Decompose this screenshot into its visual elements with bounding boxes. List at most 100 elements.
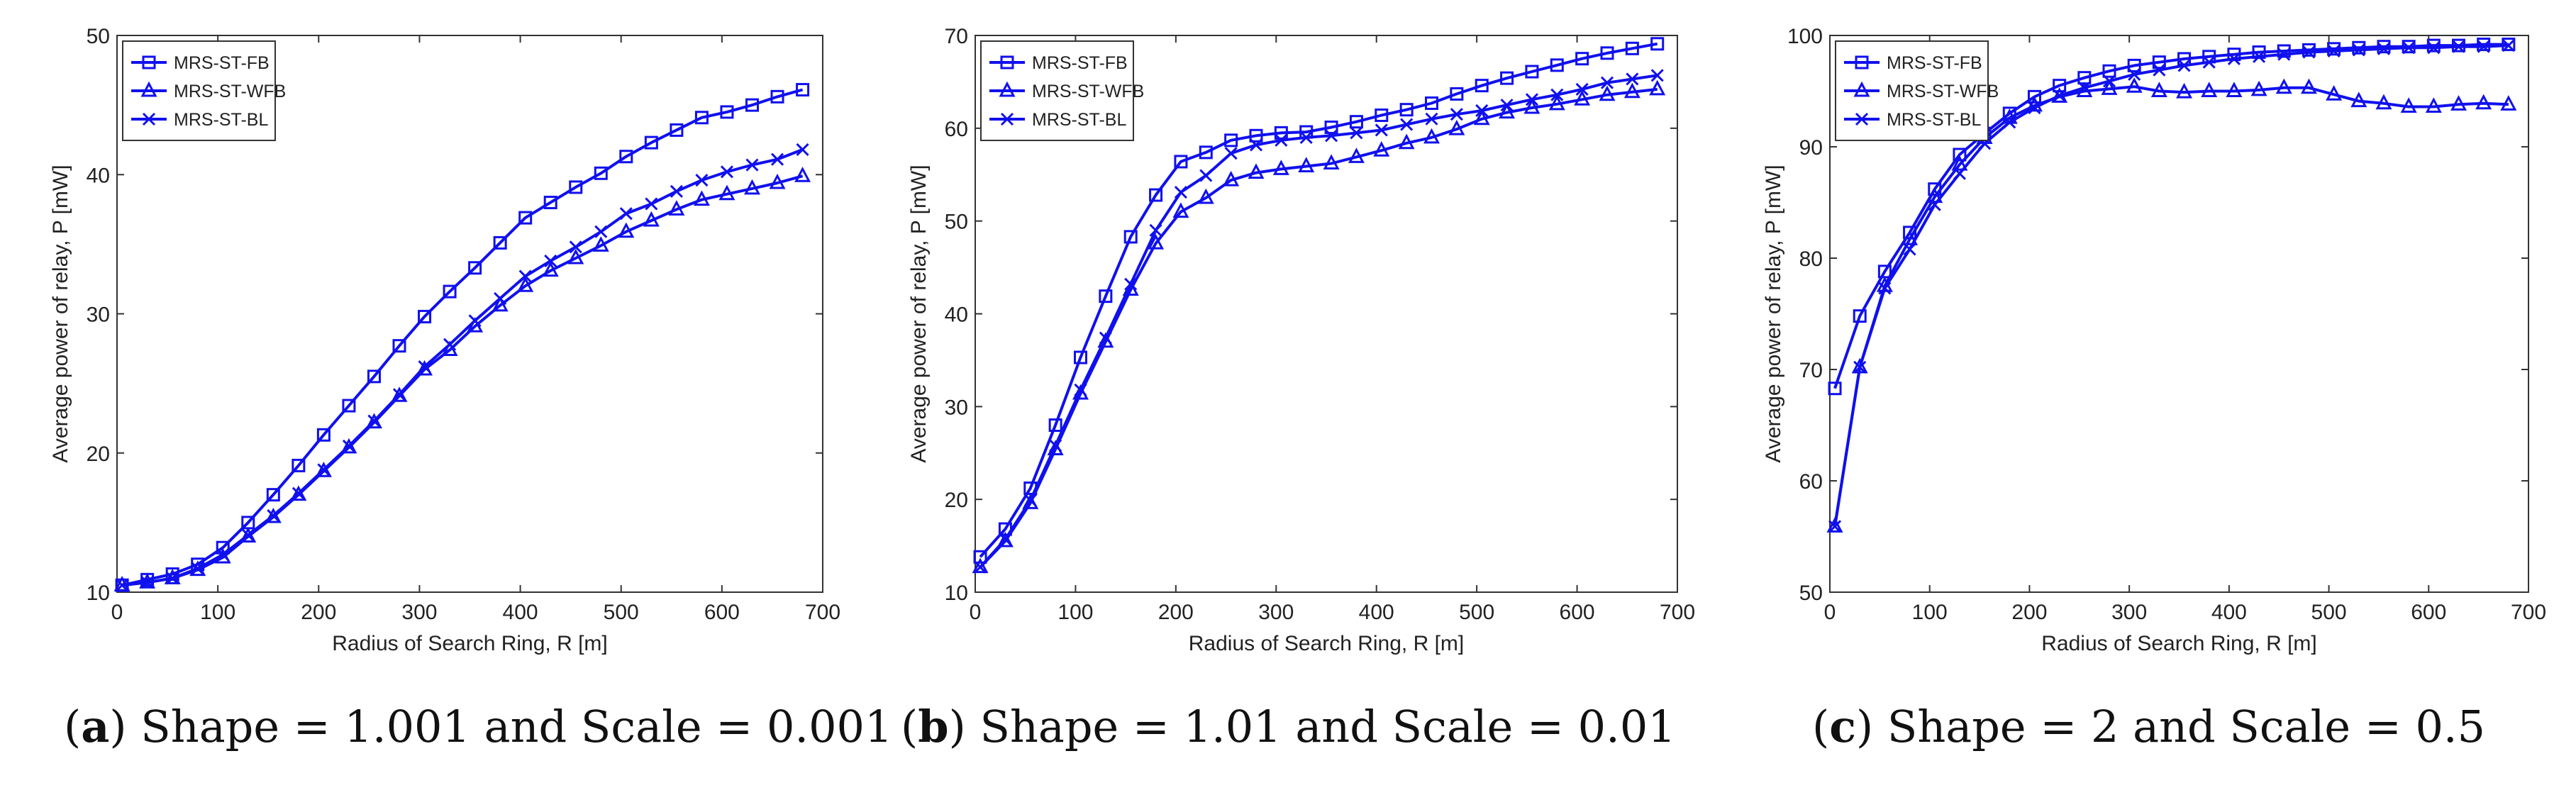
data-point [468, 261, 482, 275]
data-point [1600, 76, 1614, 89]
caption-c-text: Shape = 2 and Scale = 0.5 [1887, 701, 2486, 752]
data-point [2128, 67, 2141, 82]
data-point [1099, 331, 1112, 345]
data-point [2375, 94, 2392, 110]
data-point [2502, 39, 2515, 52]
data-point [443, 284, 457, 299]
data-point [2250, 80, 2267, 96]
data-point [996, 531, 1014, 547]
y-tick-label: 80 [1799, 248, 1823, 271]
data-point [1878, 282, 1892, 295]
data-point [2202, 55, 2216, 69]
series-mrs-st-bl [116, 143, 809, 592]
data-point [542, 261, 559, 277]
data-point [1828, 382, 1842, 396]
data-point [518, 211, 533, 225]
data-point [418, 360, 431, 374]
data-point [241, 528, 255, 542]
data-point [972, 557, 989, 574]
data-point [1903, 243, 1916, 256]
data-point [2277, 44, 2291, 58]
x-axis-label: Radius of Search Ring, R [m] [2041, 632, 2317, 655]
y-tick-label: 20 [945, 489, 968, 512]
data-point [1853, 309, 1867, 323]
data-point [2377, 42, 2391, 55]
series-line [979, 74, 1658, 569]
legend-label: MRS-ST-BL [174, 110, 268, 130]
data-point [1174, 155, 1188, 169]
data-point [619, 207, 633, 221]
data-point [695, 174, 709, 187]
data-point [1450, 108, 1463, 121]
data-point [543, 196, 557, 209]
data-point [1325, 129, 1338, 143]
data-point [2427, 41, 2441, 55]
data-point [1425, 96, 1438, 111]
data-point [517, 277, 534, 292]
data-point [1926, 187, 1943, 204]
data-point [1499, 103, 1516, 119]
x-tick-label: 200 [301, 601, 336, 624]
chart-panel-a: 0 100 200 300 400 500 600 700 10 20 30 40 50 Radius o… [49, 25, 840, 655]
y-axis-label: Average power of relay, P [mW] [49, 165, 72, 462]
data-point [1523, 98, 1540, 114]
data-point [342, 439, 355, 452]
data-point [2400, 97, 2417, 113]
caption-a: (a) Shape = 1.001 and Scale = 0.001 [64, 701, 893, 752]
x-tick-label: 400 [503, 601, 538, 624]
data-point [1550, 58, 1564, 72]
data-point [316, 428, 331, 442]
data-point [2352, 43, 2365, 57]
data-point [2127, 58, 2141, 72]
data-point [1023, 494, 1037, 507]
data-point [1048, 418, 1062, 432]
x-tick-label: 0 [970, 601, 982, 624]
data-point [1172, 202, 1189, 218]
data-point [2003, 116, 2016, 129]
legend-label: MRS-ST-WFB [1032, 82, 1144, 101]
data-point [2176, 82, 2193, 99]
legend-marker [142, 55, 156, 70]
data-point [116, 579, 129, 592]
data-point [745, 98, 759, 112]
data-point [2277, 48, 2291, 61]
data-point [670, 184, 683, 198]
data-point [769, 173, 786, 189]
data-point [1953, 148, 1967, 162]
data-point [1650, 69, 1664, 82]
data-point [266, 488, 280, 502]
data-point [1275, 133, 1288, 147]
x-tick-label: 600 [704, 601, 740, 624]
series-line [1833, 85, 2509, 527]
x-tick-label: 400 [2211, 601, 2247, 624]
data-point [2102, 74, 2116, 88]
legend-label: MRS-ST-BL [1887, 110, 1981, 130]
data-point [2227, 52, 2241, 66]
x-axis-label: Radius of Search Ring, R [m] [1189, 632, 1465, 655]
data-point [392, 388, 406, 401]
data-point [2226, 82, 2243, 97]
data-point [1299, 130, 1313, 144]
data-point [392, 339, 406, 353]
data-point [1149, 188, 1163, 202]
x-tick-label: 500 [1459, 601, 1494, 624]
data-point [267, 509, 280, 523]
data-point [2425, 97, 2442, 113]
data-point [1475, 79, 1489, 93]
data-point [2450, 95, 2467, 111]
y-tick-label: 50 [1799, 582, 1823, 605]
data-point [1450, 87, 1464, 101]
x-tick-label: 0 [1824, 601, 1836, 624]
data-point [2152, 55, 2166, 70]
data-point [594, 166, 608, 180]
series-line [979, 42, 1658, 558]
data-point [1248, 163, 1265, 179]
data-point [315, 462, 332, 477]
caption-b-letter: b [918, 701, 949, 752]
legend-label: MRS-ST-FB [1032, 53, 1128, 73]
data-point [718, 184, 735, 201]
y-tick-label: 100 [1787, 25, 1823, 48]
data-point [796, 143, 809, 156]
x-tick-label: 600 [1560, 601, 1595, 624]
data-point [2426, 38, 2441, 52]
